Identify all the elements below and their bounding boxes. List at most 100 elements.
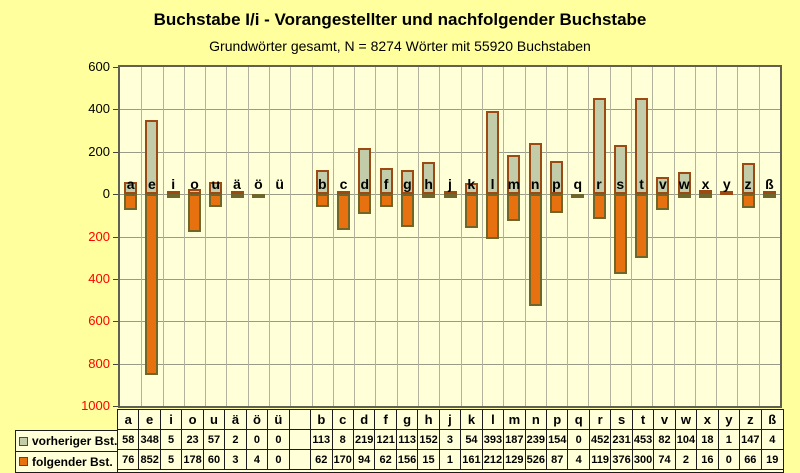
table-cell-folgender-s: 376	[611, 450, 633, 470]
table-cell-folgender-p: 87	[547, 450, 569, 470]
axis-letter-s: s	[616, 176, 625, 193]
axis-letter-d: d	[360, 176, 370, 193]
axis-letter-b: b	[317, 176, 327, 193]
axis-letter-g: g	[403, 176, 412, 193]
column-separator	[758, 67, 760, 406]
table-header-k: k	[461, 410, 483, 430]
table-cell-vorheriger-p: 154	[547, 430, 569, 450]
table-cell-folgender-q: 4	[568, 450, 590, 470]
bar-vorheriger-w	[677, 172, 691, 195]
column-separator	[205, 67, 207, 406]
axis-letter-m: m	[507, 176, 521, 193]
table-cell-vorheriger-q: 0	[568, 430, 590, 450]
column-separator	[481, 67, 483, 406]
column-separator	[588, 67, 590, 406]
table-cell-vorheriger-g: 113	[396, 430, 419, 450]
bar-folgender-l	[486, 194, 500, 240]
table-cell-folgender-r: 119	[589, 450, 612, 470]
axis-letter-t: t	[639, 176, 644, 193]
table-cell-folgender-b: 62	[311, 450, 333, 470]
y-tick-label--400: 400	[88, 270, 110, 286]
table-cell-folgender-ö: 4	[246, 450, 269, 470]
column-separator	[418, 67, 420, 406]
table-cell-folgender-n: 526	[525, 450, 548, 470]
table-header-l: l	[482, 410, 505, 430]
legend-item-vorheriger: vorheriger Bst.	[16, 431, 118, 451]
y-tick-label-200: 200	[88, 143, 110, 159]
axis-letter-c: c	[339, 176, 348, 193]
table-header-b: b	[311, 410, 333, 430]
bar-vorheriger-h	[422, 161, 436, 195]
axis-letter-u: u	[211, 176, 221, 193]
column-separator	[609, 67, 611, 406]
bar-folgender-h	[422, 194, 436, 199]
axis-letter-o: o	[190, 176, 199, 193]
table-header-s: s	[611, 410, 633, 430]
table-cell-folgender-ä: 3	[225, 450, 247, 470]
table-cell-vorheriger-n: 239	[525, 430, 548, 450]
column-separator	[269, 67, 271, 406]
bar-folgender-ß	[762, 194, 776, 199]
axis-letter-x: x	[701, 176, 710, 193]
column-separator	[567, 67, 569, 406]
table-cell-vorheriger-b: 113	[311, 430, 333, 450]
table-cell-vorheriger-c: 8	[332, 430, 354, 450]
y-tick-mark--800	[113, 363, 118, 365]
table-cell-folgender-ü: 0	[268, 450, 290, 470]
table-cell-vorheriger-w: 104	[675, 430, 698, 450]
table-header-t: t	[632, 410, 655, 430]
bar-folgender-s	[613, 194, 627, 274]
axis-letter-ö: ö	[254, 176, 263, 193]
bar-folgender-w	[677, 194, 691, 199]
column-separator	[141, 67, 143, 406]
bar-folgender-r	[592, 194, 606, 220]
bar-folgender-t	[635, 194, 649, 258]
table-header-o: o	[182, 410, 204, 430]
bar-folgender-p	[549, 194, 563, 213]
column-separator	[439, 67, 441, 406]
table-cell-folgender-x: 16	[697, 450, 719, 470]
axis-letter-e: e	[148, 176, 156, 193]
axis-letter-a: a	[126, 176, 135, 193]
table-cell-folgender-d: 94	[353, 450, 376, 470]
table-header-j: j	[439, 410, 462, 430]
legend-label-folgender: folgender Bst.	[32, 454, 113, 469]
column-separator	[737, 67, 739, 406]
bar-folgender-a	[124, 194, 138, 211]
axis-letter-ä: ä	[233, 176, 241, 193]
bar-vorheriger-s	[613, 145, 627, 195]
table-cell-vorheriger-m: 187	[504, 430, 526, 450]
gridline--800	[120, 363, 780, 365]
bar-folgender-e	[145, 194, 159, 375]
table-cell-folgender-u: 60	[203, 450, 226, 470]
bar-folgender-b	[315, 194, 329, 208]
table-cell-vorheriger-ö: 0	[246, 430, 269, 450]
table-header-y: y	[718, 410, 741, 430]
table-header-m: m	[504, 410, 526, 430]
table-header-h: h	[418, 410, 440, 430]
column-separator	[311, 67, 313, 406]
bar-vorheriger-o	[188, 189, 202, 195]
table-header-gap	[289, 410, 312, 430]
axis-letter-ß: ß	[765, 176, 774, 193]
table-header-x: x	[697, 410, 719, 430]
vorheriger-swatch-icon	[19, 436, 28, 446]
table-cell-folgender-m: 129	[504, 450, 526, 470]
y-tick-label--200: 200	[88, 228, 110, 244]
table-header-ß: ß	[761, 410, 783, 430]
table-cell-vorheriger-y: 1	[718, 430, 741, 450]
bar-folgender-m	[507, 194, 521, 222]
column-separator	[673, 67, 675, 406]
gridline-400	[120, 109, 780, 111]
table-header-f: f	[375, 410, 397, 430]
bar-folgender-u	[209, 194, 223, 207]
table-header-ä: ä	[225, 410, 247, 430]
table-cell-vorheriger-l: 393	[482, 430, 505, 450]
table-header-z: z	[740, 410, 762, 430]
table-cell-folgender-j: 1	[439, 450, 462, 470]
table-cell-folgender-w: 2	[675, 450, 698, 470]
table-header-r: r	[589, 410, 612, 430]
table-header-d: d	[353, 410, 376, 430]
table-cell-folgender-g: 156	[396, 450, 419, 470]
